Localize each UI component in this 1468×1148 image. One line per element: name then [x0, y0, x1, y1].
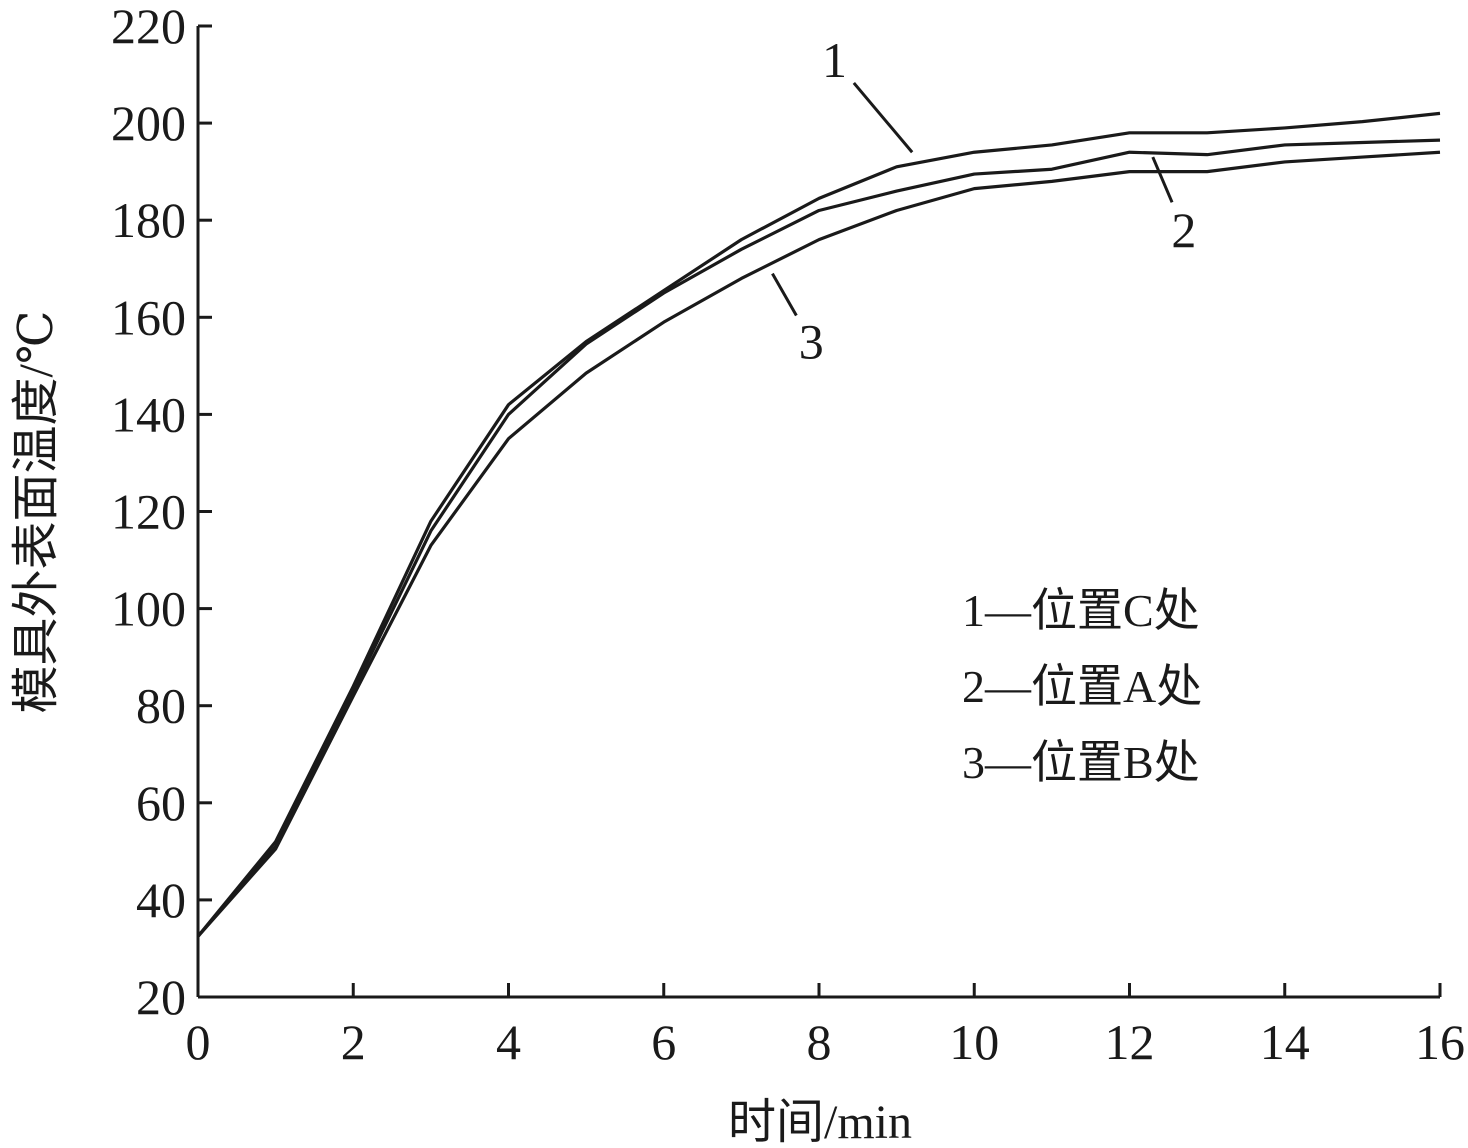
y-tick-label: 100 [111, 581, 186, 637]
legend: 1—位置C处 2—位置A处 3—位置B处 [962, 585, 1202, 788]
x-tick-label: 2 [341, 1014, 366, 1070]
y-axis-title: 模具外表面温度/℃ [10, 310, 63, 713]
x-tick-label: 14 [1260, 1014, 1310, 1070]
x-tick-label: 16 [1415, 1014, 1465, 1070]
x-tick-label: 8 [807, 1014, 832, 1070]
y-tick-label: 80 [136, 678, 186, 734]
x-tick-label: 6 [651, 1014, 676, 1070]
callouts: 1 2 3 [771, 32, 1196, 370]
y-tick-label: 220 [111, 0, 186, 54]
y-tick-label: 120 [111, 484, 186, 540]
x-axis-title: 时间/min [728, 1096, 912, 1148]
axes [196, 26, 1440, 999]
series-tag-2: 2 [1171, 202, 1196, 258]
series-lines [196, 111, 1441, 938]
y-tick-label: 40 [136, 872, 186, 928]
series-line-2 [196, 138, 1441, 938]
legend-entry-2: 2—位置A处 [962, 661, 1202, 712]
callout-leader-2 [1151, 156, 1174, 203]
callout-leader-1 [852, 81, 914, 154]
legend-entry-3: 3—位置B处 [962, 737, 1200, 788]
callout-leader-3 [771, 272, 798, 317]
x-tick-label: 12 [1105, 1014, 1155, 1070]
x-tick-label: 10 [949, 1014, 999, 1070]
y-tick-label: 140 [111, 386, 186, 442]
series-line-1 [196, 111, 1441, 938]
legend-entry-1: 1—位置C处 [962, 585, 1200, 636]
x-tick-label: 4 [496, 1014, 521, 1070]
y-tick-label: 20 [136, 969, 186, 1025]
x-tick-label: 0 [186, 1014, 211, 1070]
y-tick-label: 60 [136, 775, 186, 831]
y-tick-label: 180 [111, 192, 186, 248]
series-line-3 [196, 150, 1441, 938]
series-tag-1: 1 [822, 32, 847, 88]
y-tick-label: 160 [111, 289, 186, 345]
y-tick-label: 200 [111, 95, 186, 151]
series-tag-3: 3 [799, 314, 824, 370]
